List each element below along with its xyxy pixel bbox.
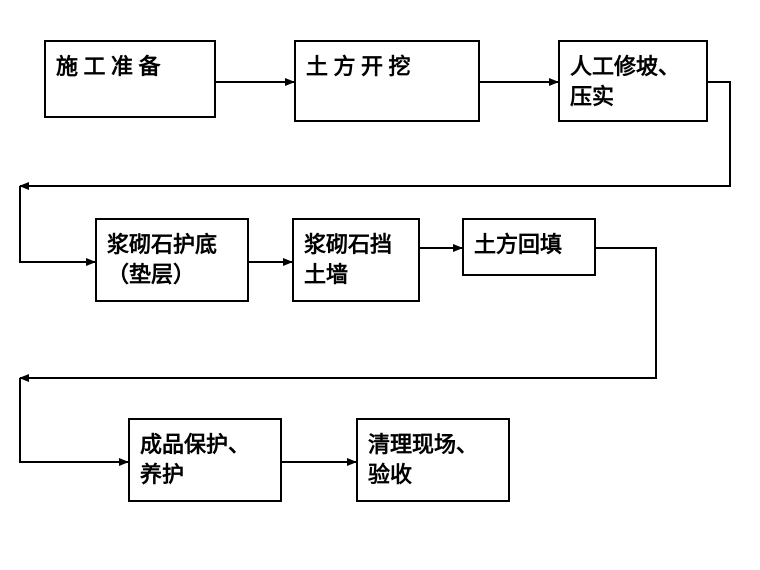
node-n4: 浆砌石护底 （垫层） [95,218,249,302]
node-n1: 施 工 准 备 [44,40,216,118]
edge-e3b [20,186,95,262]
node-n3: 人工修坡、 压实 [558,40,708,122]
node-n6: 土方回填 [462,218,596,276]
node-n5: 浆砌石挡 土墙 [292,218,420,302]
node-n2: 土 方 开 挖 [294,40,480,122]
node-n7: 成品保护、 养护 [128,418,282,502]
node-n8: 清理现场、 验收 [356,418,510,502]
flowchart: 施 工 准 备土 方 开 挖人工修坡、 压实浆砌石护底 （垫层） 浆砌石挡 土墙土… [0,0,760,570]
edge-e6b [20,378,128,462]
